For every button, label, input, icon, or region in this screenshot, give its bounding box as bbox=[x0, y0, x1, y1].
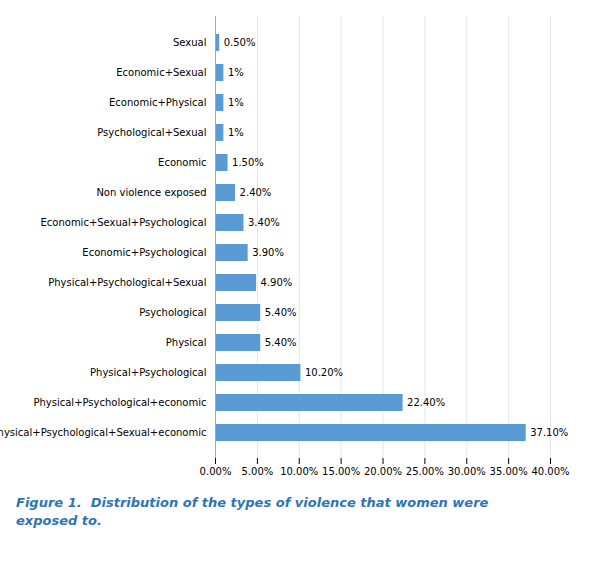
svg-text:1%: 1% bbox=[228, 127, 244, 138]
svg-text:Economic: Economic bbox=[158, 157, 206, 168]
svg-text:37.10%: 37.10% bbox=[530, 427, 568, 438]
svg-text:Physical+Psychological+economi: Physical+Psychological+economic bbox=[33, 397, 206, 408]
svg-text:3.40%: 3.40% bbox=[248, 217, 280, 228]
svg-text:Psychological: Psychological bbox=[139, 307, 206, 318]
svg-text:25.00%: 25.00% bbox=[406, 466, 444, 477]
svg-text:1%: 1% bbox=[228, 97, 244, 108]
svg-text:30.00%: 30.00% bbox=[448, 466, 486, 477]
svg-text:5.40%: 5.40% bbox=[265, 307, 297, 318]
svg-text:3.90%: 3.90% bbox=[252, 247, 284, 258]
svg-text:20.00%: 20.00% bbox=[364, 466, 402, 477]
html-text:Figure 1. Distribution of the: Figure 1. Distribution of the types of v… bbox=[16, 495, 489, 528]
svg-text:15.00%: 15.00% bbox=[322, 466, 360, 477]
svg-text:Economic+Sexual: Economic+Sexual bbox=[116, 67, 206, 78]
svg-text:5.00%: 5.00% bbox=[241, 466, 273, 477]
svg-text:22.40%: 22.40% bbox=[407, 397, 445, 408]
svg-text:40.00%: 40.00% bbox=[531, 466, 569, 477]
svg-text:4.90%: 4.90% bbox=[261, 277, 293, 288]
svg-text:35.00%: 35.00% bbox=[490, 466, 528, 477]
svg-text:Sexual: Sexual bbox=[173, 37, 207, 48]
svg-text:Physical+Psychological+Sexual: Physical+Psychological+Sexual bbox=[48, 277, 206, 288]
svg-text:10.00%: 10.00% bbox=[280, 466, 318, 477]
svg-text:0.00%: 0.00% bbox=[200, 466, 232, 477]
svg-text:0.50%: 0.50% bbox=[224, 37, 256, 48]
svg-text:Physical: Physical bbox=[166, 337, 207, 348]
svg-text:Physical+Psychological: Physical+Psychological bbox=[90, 367, 206, 378]
svg-text:Non violence exposed: Non violence exposed bbox=[96, 187, 206, 198]
svg-text:Psychological+Sexual: Psychological+Sexual bbox=[97, 127, 206, 138]
svg-text:2.40%: 2.40% bbox=[240, 187, 272, 198]
svg-text:1%: 1% bbox=[228, 67, 244, 78]
svg-text:5.40%: 5.40% bbox=[265, 337, 297, 348]
svg-text:Economic+Physical: Economic+Physical bbox=[109, 97, 206, 108]
svg-text:Economic+Sexual+Psychological: Economic+Sexual+Psychological bbox=[40, 217, 206, 228]
svg-text:10.20%: 10.20% bbox=[305, 367, 343, 378]
svg-text:1.50%: 1.50% bbox=[232, 157, 264, 168]
svg-text:Physical+Psychological+Sexual+: Physical+Psychological+Sexual+economic bbox=[0, 427, 207, 438]
svg-text:Economic+Psychological: Economic+Psychological bbox=[82, 247, 206, 258]
